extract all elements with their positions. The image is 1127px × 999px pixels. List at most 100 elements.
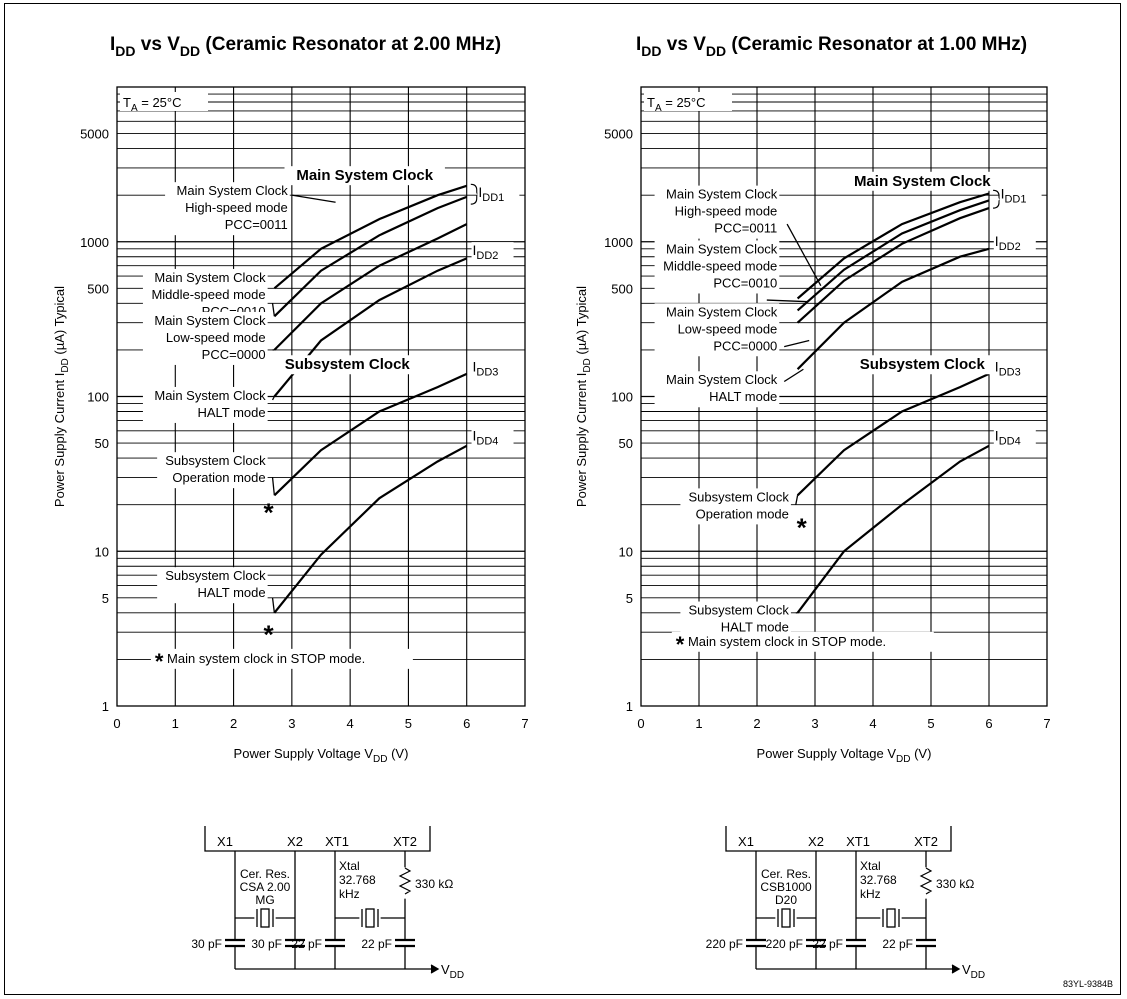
vdd-label: VDD <box>962 962 985 981</box>
ta-label-bg <box>120 91 208 111</box>
idd3-label: IDD3 <box>473 359 499 379</box>
y-tick-label: 1000 <box>604 235 633 250</box>
low-speed-label-leader <box>784 339 810 348</box>
series-curve-2 <box>273 195 468 318</box>
x-tick-label: 7 <box>521 716 528 731</box>
high-speed-label-bg <box>654 185 780 239</box>
x-tick-label: 2 <box>753 716 760 731</box>
sub-operation-label: Subsystem Clock Operation mode <box>688 489 789 521</box>
low-speed-label: Main System Clock Low-speed mode PCC=0000 <box>666 304 778 353</box>
idd1-label: IDD1 <box>1001 186 1027 206</box>
ceramic-resonator-symbol <box>260 908 270 928</box>
halt-mode-label-leader <box>783 368 804 383</box>
vdd-arrow <box>430 964 440 974</box>
middle-speed-label-leader <box>766 299 809 303</box>
main-system-clock-heading: Main System Clock <box>296 167 433 184</box>
sub-operation-label-bg <box>157 452 268 489</box>
footnote: * Main system clock in STOP mode. <box>676 632 886 657</box>
x-axis-label: Power Supply Voltage VDD (V) <box>757 746 932 765</box>
idd2-label-bg <box>471 242 514 263</box>
idd3-label-bg <box>993 358 1036 379</box>
chip-outline <box>725 826 952 852</box>
idd3-label: IDD3 <box>995 359 1021 379</box>
temperature-label: TA = 25°C <box>123 95 182 114</box>
capacitor-value: 22 pF <box>291 937 322 951</box>
halt-mode-label: Main System Clock HALT mode <box>154 388 266 420</box>
ceramic-resonator-symbol <box>781 908 791 928</box>
xtal-label: Xtal <box>860 859 881 873</box>
sub-halt-label-leader <box>271 597 276 613</box>
idd1-label-bg <box>999 185 1042 206</box>
y-tick-label: 1 <box>102 699 109 714</box>
series-curve-1 <box>796 192 990 300</box>
ceramic-label: CSA 2.00 <box>240 880 291 894</box>
idd2-label-bg <box>993 232 1036 253</box>
ceramic-label: D20 <box>775 893 797 907</box>
y-tick-label: 50 <box>95 436 109 451</box>
ceramic-resonator-symbol-gap <box>775 908 797 928</box>
x-tick-label: 1 <box>695 716 702 731</box>
xtal-label: Xtal <box>339 859 360 873</box>
subsystem-clock-heading-bg <box>851 355 994 375</box>
pin-label-xt2: XT2 <box>914 834 938 849</box>
low-speed-label-bg <box>142 311 268 365</box>
plot-border <box>640 86 1048 707</box>
sub-halt-label-bg <box>157 567 268 604</box>
idd3-label-bg <box>471 358 514 379</box>
footnote-bg <box>150 648 413 669</box>
crystal-symbol <box>365 908 375 928</box>
footnote-bg <box>671 631 934 652</box>
high-speed-label: Main System Clock High-speed mode PCC=0011 <box>177 183 289 232</box>
chart-title: IDD vs VDD (Ceramic Resonator at 2.00 MH… <box>110 34 501 59</box>
chart-title: IDD vs VDD (Ceramic Resonator at 1.00 MH… <box>636 34 1027 59</box>
xtal-label: 32.768 <box>860 873 897 887</box>
low-speed-label: Main System Clock Low-speed mode PCC=0000 <box>154 313 266 362</box>
idd1-label: IDD1 <box>478 184 504 204</box>
y-tick-label: 10 <box>95 544 109 559</box>
idd4-label-bg <box>471 427 514 448</box>
main-system-clock-heading: Main System Clock <box>854 173 991 190</box>
chart-1: IDD vs VDD (Ceramic Resonator at 2.00 MH… <box>52 34 529 765</box>
series-curve-4 <box>796 247 990 370</box>
pin-label-x1: X1 <box>738 834 754 849</box>
idd1-label-bg <box>477 183 520 204</box>
vdd-label: VDD <box>441 962 464 981</box>
series-curve-5 <box>796 372 990 497</box>
idd4-label: IDD4 <box>473 427 499 447</box>
xtal-label: kHz <box>339 887 360 901</box>
chip-outline <box>204 826 431 852</box>
x-tick-label: 4 <box>869 716 876 731</box>
x-tick-label: 6 <box>985 716 992 731</box>
idd4-label: IDD4 <box>995 427 1021 447</box>
ceramic-label: CSB1000 <box>760 880 812 894</box>
pin-label-xt1: XT1 <box>846 834 870 849</box>
y-tick-label: 1000 <box>80 235 109 250</box>
x-tick-label: 0 <box>113 716 120 731</box>
y-tick-label: 5 <box>626 591 633 606</box>
x-tick-label: 2 <box>230 716 237 731</box>
series-curve-2 <box>796 199 990 312</box>
resistor-value: 330 kΩ <box>936 877 974 891</box>
pin-label-x2: X2 <box>287 834 303 849</box>
chart-2: IDD vs VDD (Ceramic Resonator at 1.00 MH… <box>574 34 1051 765</box>
ceramic-label: Cer. Res. <box>761 867 811 881</box>
y-tick-label: 500 <box>87 281 109 296</box>
ceramic-label: MG <box>255 893 274 907</box>
figure-frame <box>4 3 1121 995</box>
x-tick-label: 3 <box>811 716 818 731</box>
xtal-label: 32.768 <box>339 873 376 887</box>
y-tick-label: 5000 <box>604 127 633 142</box>
y-axis-label: Power Supply Current IDD (µA) Typical <box>52 286 71 507</box>
sub-halt-label: Subsystem Clock HALT mode <box>165 568 266 600</box>
sub-halt-label: Subsystem Clock HALT mode <box>688 603 789 635</box>
temperature-label: TA = 25°C <box>647 95 706 114</box>
series-curve-6 <box>796 444 990 614</box>
high-speed-label: Main System Clock High-speed mode PCC=0011 <box>666 187 778 236</box>
capacitor-value: 220 pF <box>766 937 803 951</box>
vdd-arrow <box>951 964 961 974</box>
series-curve-6 <box>273 444 468 614</box>
capacitor-value: 30 pF <box>251 937 282 951</box>
sub-halt-label-bg <box>680 601 791 638</box>
